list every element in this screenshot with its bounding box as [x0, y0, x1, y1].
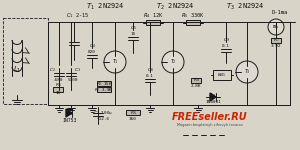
Bar: [53, 87, 63, 92]
Text: 15: 15: [130, 32, 136, 36]
Bar: [191, 78, 201, 83]
Text: $R_5$ 330K: $R_5$ 330K: [181, 12, 205, 20]
Text: $R_3$ 15K: $R_3$ 15K: [96, 80, 112, 88]
Text: $C_1$ 2-15: $C_1$ 2-15: [66, 12, 90, 20]
Bar: [146, 20, 160, 25]
Circle shape: [236, 61, 258, 83]
Circle shape: [268, 19, 284, 35]
Bar: [186, 20, 200, 25]
Text: $C_9$: $C_9$: [223, 36, 230, 44]
Bar: [3, 18, 48, 104]
Text: $R_6$: $R_6$: [130, 109, 136, 117]
Text: 360: 360: [129, 117, 137, 121]
Bar: [271, 38, 281, 43]
Text: $\Delta_1$: $\Delta_1$: [66, 110, 74, 118]
Text: $R_1$: $R_1$: [55, 81, 62, 89]
Text: 5100: 5100: [68, 78, 78, 82]
Circle shape: [162, 51, 184, 73]
Text: $R_7$: $R_7$: [273, 36, 279, 44]
Text: -680: -680: [52, 78, 62, 82]
Bar: [126, 110, 140, 115]
Circle shape: [104, 51, 126, 73]
Text: $C_4$: $C_4$: [88, 42, 95, 50]
Bar: [97, 87, 111, 92]
Text: $T_1$ 2N2924: $T_1$ 2N2924: [85, 2, 124, 12]
Bar: [213, 70, 231, 80]
Text: $C_2$: $C_2$: [49, 66, 56, 74]
Text: $KB_1$: $KB_1$: [217, 71, 227, 79]
Text: IN4001: IN4001: [205, 100, 221, 104]
Text: $R_4$ 12K: $R_4$ 12K: [142, 12, 164, 20]
Text: 820: 820: [88, 50, 96, 54]
Text: $C_6$: $C_6$: [147, 66, 153, 74]
Polygon shape: [66, 109, 72, 117]
Polygon shape: [210, 93, 216, 101]
Text: $T_3$ 2N2924: $T_3$ 2N2924: [226, 2, 264, 12]
Text: $C_3$: $C_3$: [74, 66, 81, 74]
Text: mA: mA: [273, 24, 279, 30]
Text: $T_2$ 2N2924: $T_2$ 2N2924: [156, 2, 194, 12]
Text: $C_7$ 100u: $C_7$ 100u: [93, 109, 113, 117]
Text: 1K: 1K: [56, 91, 61, 95]
Text: $C_5$: $C_5$: [130, 24, 136, 32]
Text: IN753: IN753: [63, 118, 77, 123]
Text: $T_1$: $T_1$: [112, 58, 118, 66]
Text: 0.1: 0.1: [146, 74, 154, 78]
Text: $R_2$ 3.9K: $R_2$ 3.9K: [94, 86, 114, 94]
Text: $T_2$: $T_2$: [169, 58, 176, 66]
Text: D-1ma: D-1ma: [272, 11, 288, 15]
Text: 0.1: 0.1: [222, 44, 230, 48]
Text: +12.6: +12.6: [96, 117, 110, 121]
Text: $R_8$: $R_8$: [193, 76, 200, 84]
Text: $L_1$: $L_1$: [13, 65, 21, 75]
Text: $T_3$: $T_3$: [244, 68, 250, 76]
Text: Magazin besplatnyh cifrovyh tovarov: Magazin besplatnyh cifrovyh tovarov: [177, 123, 243, 127]
Text: FREEseller.RU: FREEseller.RU: [172, 112, 248, 122]
Text: $\Delta_2$: $\Delta_2$: [209, 92, 217, 100]
Text: 2.8K: 2.8K: [191, 84, 201, 88]
Text: 3.92: 3.92: [271, 44, 281, 48]
Bar: [97, 81, 111, 86]
